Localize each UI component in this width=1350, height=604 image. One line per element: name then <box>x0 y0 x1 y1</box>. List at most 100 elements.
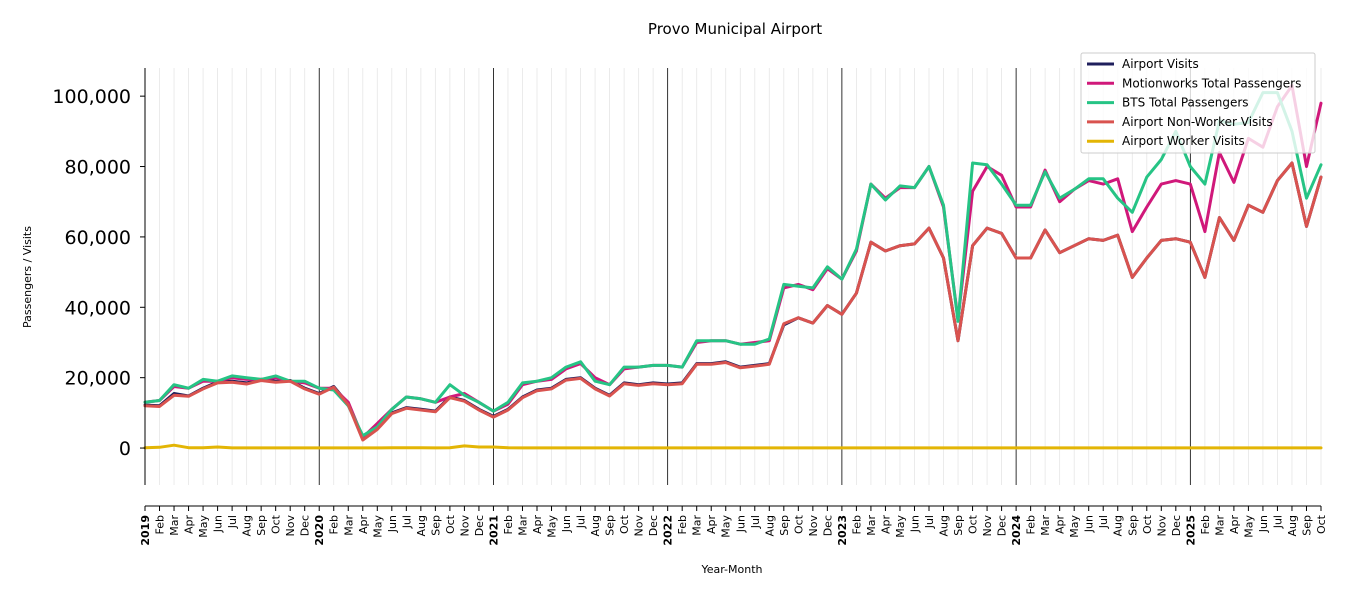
x-tick-label: May <box>894 515 907 538</box>
x-tick-label: Mar <box>168 515 181 536</box>
y-tick-label: 100,000 <box>52 86 131 108</box>
x-tick-label: Sep <box>255 515 268 536</box>
x-tick-label: Apr <box>705 515 718 535</box>
x-tick-label: Jun <box>1083 515 1096 533</box>
x-tick-label: 2021 <box>487 515 500 546</box>
series-line <box>143 443 1323 450</box>
x-tick-label: May <box>1242 515 1255 538</box>
x-tick-label: May <box>720 515 733 538</box>
x-tick-label: Feb <box>328 515 341 534</box>
x-axis-label: Year-Month <box>700 563 762 576</box>
x-tick-label: Sep <box>604 515 617 536</box>
x-tick-label: Mar <box>1213 515 1226 536</box>
x-tick-label: Sep <box>1126 515 1139 536</box>
x-tick-label: Jul <box>575 515 588 529</box>
x-tick-label: Feb <box>154 515 167 534</box>
x-tick-label: Jun <box>386 515 399 533</box>
legend-label: Airport Worker Visits <box>1122 134 1245 148</box>
x-tick-label: Oct <box>967 514 980 534</box>
x-tick-label: 2024 <box>1010 515 1023 546</box>
x-tick-label: Sep <box>1300 515 1313 536</box>
legend-label: Motionworks Total Passengers <box>1122 76 1301 90</box>
x-tick-label: Oct <box>618 514 631 534</box>
x-tick-label: Dec <box>1170 515 1183 536</box>
y-tick-label: 60,000 <box>65 227 131 249</box>
x-tick-label: Apr <box>357 515 370 535</box>
x-tick-label: Aug <box>938 515 951 536</box>
x-tick-label: Oct <box>1315 514 1328 534</box>
x-tick-label: Jun <box>560 515 573 533</box>
x-tick-label: 2020 <box>313 515 326 546</box>
x-tick-label: Jul <box>400 515 413 529</box>
x-tick-label: Jun <box>734 515 747 533</box>
x-tick-label: Apr <box>183 515 196 535</box>
x-tick-label: May <box>371 515 384 538</box>
x-tick-label: Jun <box>908 515 921 533</box>
x-tick-label: Feb <box>1199 515 1212 534</box>
x-tick-label: Sep <box>952 515 965 536</box>
x-tick-label: Mar <box>865 515 878 536</box>
x-tick-label: Aug <box>241 515 254 536</box>
x-tick-label: Nov <box>807 515 820 537</box>
x-tick-label: Jul <box>1097 515 1110 529</box>
x-tick-label: Feb <box>502 515 515 534</box>
x-tick-label: Jul <box>1271 515 1284 529</box>
chart-title: Provo Municipal Airport <box>648 20 822 38</box>
x-tick-label: Aug <box>415 515 428 536</box>
x-tick-label: 2022 <box>662 515 675 546</box>
x-tick-label: Dec <box>647 515 660 536</box>
x-tick-label: Feb <box>676 515 689 534</box>
x-tick-label: Aug <box>1286 515 1299 536</box>
x-tick-label: Mar <box>1039 515 1052 536</box>
x-tick-label: Sep <box>778 515 791 536</box>
x-tick-label: Apr <box>879 515 892 535</box>
legend-label: Airport Visits <box>1122 57 1199 71</box>
x-tick-label: Apr <box>1054 515 1067 535</box>
x-tick-label: 2025 <box>1184 515 1197 546</box>
x-tick-label: Nov <box>1155 515 1168 537</box>
x-tick-label: Aug <box>1112 515 1125 536</box>
x-tick-label: Jun <box>1257 515 1270 533</box>
x-tick-label: Nov <box>458 515 471 537</box>
x-tick-label: Oct <box>792 514 805 534</box>
x-tick-label: Jul <box>749 515 762 529</box>
x-tick-label: Apr <box>1228 515 1241 535</box>
x-tick-label: Nov <box>981 515 994 537</box>
x-tick-label: Oct <box>444 514 457 534</box>
legend-box <box>1080 52 1316 154</box>
x-tick-label: Jul <box>923 515 936 529</box>
x-tick-label: Aug <box>763 515 776 536</box>
x-tick-label: Mar <box>516 515 529 536</box>
y-tick-label: 0 <box>119 438 131 460</box>
x-tick-label: Dec <box>299 515 312 536</box>
x-tick-label: May <box>197 515 210 538</box>
x-tick-label: Sep <box>429 515 442 536</box>
x-tick-label: Aug <box>589 515 602 536</box>
x-tick-label: Dec <box>473 515 486 536</box>
y-axis-label: Passengers / Visits <box>21 226 34 328</box>
y-tick-label: 20,000 <box>65 368 131 390</box>
x-tick-label: Mar <box>342 515 355 536</box>
series-lines <box>143 84 1323 450</box>
x-tick-label: Feb <box>850 515 863 534</box>
legend-label: BTS Total Passengers <box>1122 96 1249 110</box>
x-tick-label: 2019 <box>139 515 152 546</box>
x-tick-label: May <box>546 515 559 538</box>
x-tick-label: Jul <box>226 515 239 529</box>
x-tick-label: Nov <box>633 515 646 537</box>
x-tick-label: Jun <box>212 515 225 533</box>
x-tick-label: May <box>1068 515 1081 538</box>
x-tick-label: Feb <box>1025 515 1038 534</box>
x-tick-label: Dec <box>996 515 1009 536</box>
series-line <box>143 161 1323 442</box>
x-tick-label: Mar <box>691 515 704 536</box>
x-tick-label: Apr <box>531 515 544 535</box>
x-tick-label: Oct <box>270 514 283 534</box>
x-tick-label: Dec <box>821 515 834 536</box>
x-tick-label: Oct <box>1141 514 1154 534</box>
legend-label: Airport Non-Worker Visits <box>1122 115 1273 129</box>
series-line <box>143 161 1323 441</box>
